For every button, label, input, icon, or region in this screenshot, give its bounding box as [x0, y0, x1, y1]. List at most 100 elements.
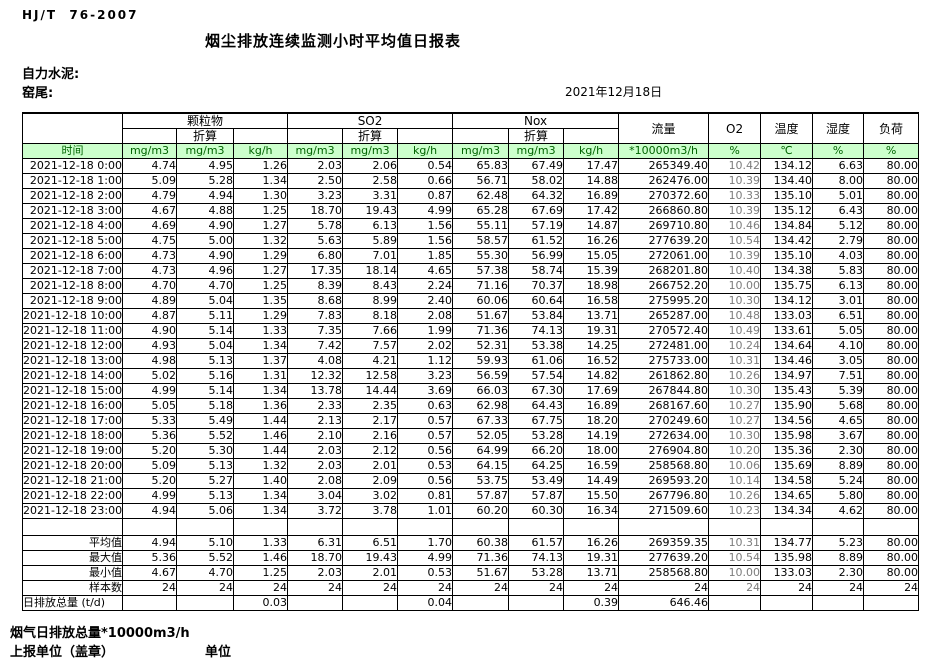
- table-row: 2021-12-18 22:00 4.99 5.13 1.34 3.04 3.02 0.81…: [22, 488, 920, 504]
- value-cell: 133.03: [760, 565, 814, 581]
- value-cell: 1.44: [232, 413, 289, 429]
- unit-header: *10000m3/h: [618, 143, 710, 159]
- value-cell: 57.19: [508, 218, 565, 234]
- value-cell: 10.00: [708, 278, 762, 294]
- value-cell: 3.04: [287, 488, 344, 504]
- table-row: 2021-12-18 17:00 5.33 5.49 1.44 2.13 2.17 0.57…: [22, 413, 920, 429]
- value-cell: 2.09: [342, 473, 399, 489]
- value-cell: 16.89: [563, 188, 620, 204]
- empty-header: [397, 128, 454, 144]
- table-row: 2021-12-18 9:00 4.89 5.04 1.35 8.68 8.99 2.40 6…: [22, 293, 920, 309]
- value-cell: 61.57: [508, 535, 565, 551]
- value-cell: 1.29: [232, 248, 289, 264]
- value-cell: 56.99: [508, 248, 565, 264]
- load-header: 负荷: [863, 112, 920, 144]
- summary-row: 最大值 5.36 5.52 1.46 18.70 19.43 4.99 71.36 74.13 1…: [22, 550, 920, 566]
- table-row: 2021-12-18 2:00 4.79 4.94 1.30 3.23 3.31 0.87 6…: [22, 188, 920, 204]
- value-cell: 19.43: [342, 550, 399, 566]
- value-cell: 1.46: [232, 550, 289, 566]
- value-cell: 261862.80: [618, 368, 710, 384]
- value-cell: 4.67: [122, 565, 177, 581]
- value-cell: 5.13: [176, 458, 234, 474]
- value-cell: 272481.00: [618, 338, 710, 354]
- summary-row: 样本数 24 24 24 24 24 24 24 24 24 24 24 24 24 24: [22, 580, 920, 596]
- time-cell: 2021-12-18 17:00: [22, 413, 123, 429]
- value-cell: 0.54: [397, 158, 454, 174]
- value-cell: 134.38: [760, 263, 814, 279]
- value-cell: 1.29: [232, 308, 289, 324]
- value-cell: 135.90: [760, 398, 814, 414]
- empty-header: [563, 128, 620, 144]
- value-cell: 66.20: [508, 443, 565, 459]
- value-cell: 2.79: [812, 233, 865, 249]
- value-cell: 4.90: [176, 248, 234, 264]
- value-cell: 277639.20: [618, 233, 710, 249]
- value-cell: 2.06: [342, 158, 399, 174]
- value-cell: [287, 518, 344, 536]
- value-cell: 18.70: [287, 203, 344, 219]
- value-cell: 18.98: [563, 278, 620, 294]
- pm-group-header: 颗粒物: [121, 112, 289, 129]
- value-cell: 258568.80: [618, 565, 710, 581]
- value-cell: 272634.00: [618, 428, 710, 444]
- value-cell: 6.13: [342, 218, 399, 234]
- value-cell: 2.17: [342, 413, 399, 429]
- value-cell: [618, 518, 710, 536]
- value-cell: 266860.80: [618, 203, 710, 219]
- reporting-unit-label: 上报单位（盖章）: [10, 645, 115, 660]
- o2-header: O2: [708, 112, 762, 144]
- value-cell: 5.89: [342, 233, 399, 249]
- value-cell: 2.30: [812, 565, 865, 581]
- value-cell: 10.27: [708, 413, 762, 429]
- value-cell: 134.12: [760, 158, 814, 174]
- value-cell: 1.36: [232, 398, 289, 414]
- value-cell: 135.12: [760, 203, 814, 219]
- summary-row: 最小值 4.67 4.70 1.25 2.03 2.01 0.53 51.67 53.28 13.…: [22, 565, 920, 581]
- value-cell: 270249.60: [618, 413, 710, 429]
- value-cell: 10.39: [708, 203, 762, 219]
- value-cell: 24: [708, 580, 762, 596]
- value-cell: 4.79: [122, 188, 177, 204]
- value-cell: 64.32: [508, 188, 565, 204]
- value-cell: 5.12: [812, 218, 865, 234]
- value-cell: 5.04: [176, 338, 234, 354]
- value-cell: 4.70: [122, 278, 177, 294]
- value-cell: 12.32: [287, 368, 344, 384]
- value-cell: 0.56: [397, 443, 454, 459]
- value-cell: 80.00: [863, 428, 920, 444]
- value-cell: 10.49: [708, 323, 762, 339]
- value-cell: 270372.60: [618, 188, 710, 204]
- value-cell: 80.00: [863, 323, 920, 339]
- value-cell: 1.32: [232, 233, 289, 249]
- value-cell: 2.50: [287, 173, 344, 189]
- value-cell: [176, 518, 234, 536]
- value-cell: 3.78: [342, 503, 399, 519]
- empty-header: [122, 128, 177, 144]
- value-cell: 80.00: [863, 383, 920, 399]
- value-cell: 80.00: [863, 368, 920, 384]
- value-cell: 6.51: [342, 535, 399, 551]
- value-cell: 2.13: [287, 413, 344, 429]
- value-cell: 80.00: [863, 173, 920, 189]
- value-cell: 24: [760, 580, 814, 596]
- value-cell: 1.34: [232, 488, 289, 504]
- value-cell: 0.03: [232, 595, 289, 611]
- value-cell: 10.06: [708, 458, 762, 474]
- value-cell: 10.31: [708, 535, 762, 551]
- value-cell: 5.05: [812, 323, 865, 339]
- summary-label-cell: 平均值: [22, 535, 123, 551]
- value-cell: 74.13: [508, 550, 565, 566]
- value-cell: 80.00: [863, 565, 920, 581]
- value-cell: 14.87: [563, 218, 620, 234]
- value-cell: 24: [452, 580, 510, 596]
- value-cell: 24: [287, 580, 344, 596]
- value-cell: 1.32: [232, 458, 289, 474]
- value-cell: 0.57: [397, 428, 454, 444]
- value-cell: 134.65: [760, 488, 814, 504]
- summary-row: 平均值 4.94 5.10 1.33 6.31 6.51 1.70 60.38 61.57 16.…: [22, 535, 920, 551]
- value-cell: 0.87: [397, 188, 454, 204]
- value-cell: 65.83: [452, 158, 510, 174]
- value-cell: 14.25: [563, 338, 620, 354]
- value-cell: 15.50: [563, 488, 620, 504]
- value-cell: [812, 595, 865, 611]
